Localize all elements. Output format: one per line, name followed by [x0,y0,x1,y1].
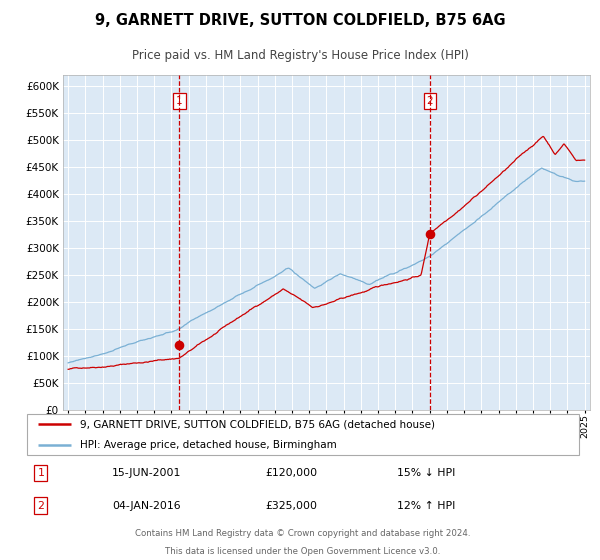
Text: Contains HM Land Registry data © Crown copyright and database right 2024.: Contains HM Land Registry data © Crown c… [135,529,471,538]
Text: 15% ↓ HPI: 15% ↓ HPI [397,468,455,478]
Text: £325,000: £325,000 [266,501,318,511]
FancyBboxPatch shape [27,414,579,455]
Text: 2: 2 [427,96,433,106]
Text: Price paid vs. HM Land Registry's House Price Index (HPI): Price paid vs. HM Land Registry's House … [131,49,469,62]
Text: 04-JAN-2016: 04-JAN-2016 [112,501,181,511]
Text: £120,000: £120,000 [266,468,318,478]
Text: HPI: Average price, detached house, Birmingham: HPI: Average price, detached house, Birm… [80,440,337,450]
Text: 1: 1 [37,468,44,478]
Text: 12% ↑ HPI: 12% ↑ HPI [397,501,455,511]
Text: 1: 1 [176,96,182,106]
Text: 9, GARNETT DRIVE, SUTTON COLDFIELD, B75 6AG (detached house): 9, GARNETT DRIVE, SUTTON COLDFIELD, B75 … [80,419,435,429]
Text: This data is licensed under the Open Government Licence v3.0.: This data is licensed under the Open Gov… [166,547,440,556]
Text: 2: 2 [37,501,44,511]
Point [425,230,434,239]
Point [175,340,184,349]
Text: 9, GARNETT DRIVE, SUTTON COLDFIELD, B75 6AG: 9, GARNETT DRIVE, SUTTON COLDFIELD, B75 … [95,13,505,28]
Text: 15-JUN-2001: 15-JUN-2001 [112,468,181,478]
